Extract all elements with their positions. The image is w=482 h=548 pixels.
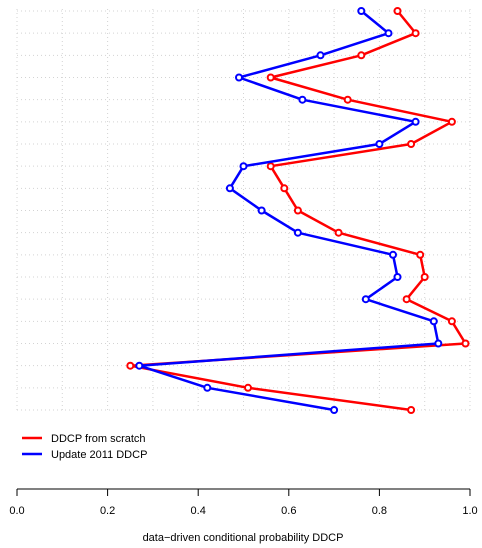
data-point-ddcp-from-scratch — [447, 117, 456, 126]
data-point-update-2011-ddcp — [393, 273, 402, 281]
data-point-update-2011-ddcp — [225, 184, 234, 193]
series-ddcp-from-scratch — [126, 7, 470, 414]
legend-label-update-2011-ddcp: Update 2011 DDCP — [51, 449, 147, 461]
x-tick-label: 0.0 — [9, 505, 24, 517]
data-point-update-2011-ddcp — [375, 140, 384, 148]
data-point-update-2011-ddcp — [293, 228, 302, 237]
data-point-update-2011-ddcp — [257, 206, 266, 215]
x-axis-ticks: 0.0 0.2 0.4 0.6 0.8 1.0 — [9, 489, 478, 517]
x-axis-title: data−driven conditional probability DDCP — [143, 532, 344, 544]
data-point-update-2011-ddcp — [235, 73, 243, 82]
data-point-ddcp-from-scratch — [343, 95, 352, 104]
data-point-update-2011-ddcp — [357, 7, 366, 15]
data-point-ddcp-from-scratch — [402, 295, 411, 304]
data-point-update-2011-ddcp — [316, 51, 325, 60]
data-point-update-2011-ddcp — [411, 117, 420, 126]
data-point-update-2011-ddcp — [135, 361, 144, 370]
data-point-ddcp-from-scratch — [407, 140, 416, 148]
data-point-update-2011-ddcp — [298, 95, 307, 104]
series-update-2011-ddcp — [135, 7, 443, 414]
data-point-ddcp-from-scratch — [266, 73, 275, 82]
data-point-ddcp-from-scratch — [416, 250, 425, 259]
data-point-ddcp-from-scratch — [411, 29, 420, 38]
x-tick-label: 0.4 — [191, 505, 206, 517]
data-point-update-2011-ddcp — [389, 250, 397, 259]
data-point-ddcp-from-scratch — [407, 406, 416, 414]
data-point-update-2011-ddcp — [429, 317, 438, 326]
x-tick-label: 0.6 — [281, 505, 296, 517]
grid-lines — [16, 9, 471, 411]
data-point-ddcp-from-scratch — [334, 228, 343, 237]
x-tick-label: 0.8 — [372, 505, 387, 517]
data-point-ddcp-from-scratch — [293, 206, 302, 215]
x-tick-label: 0.2 — [100, 505, 115, 517]
data-point-update-2011-ddcp — [434, 339, 443, 348]
series-group — [126, 7, 470, 414]
data-point-ddcp-from-scratch — [357, 51, 366, 60]
data-point-ddcp-from-scratch — [280, 184, 289, 193]
x-tick-label: 1.0 — [462, 505, 477, 517]
data-point-ddcp-from-scratch — [393, 7, 402, 15]
legend: DDCP from scratch Update 2011 DDCP — [22, 433, 147, 461]
data-point-update-2011-ddcp — [330, 406, 339, 414]
data-point-ddcp-from-scratch — [447, 317, 456, 326]
data-point-update-2011-ddcp — [203, 383, 212, 392]
data-point-ddcp-from-scratch — [266, 162, 275, 171]
data-point-ddcp-from-scratch — [126, 361, 135, 370]
data-point-ddcp-from-scratch — [420, 273, 429, 281]
data-point-update-2011-ddcp — [384, 29, 393, 38]
data-point-ddcp-from-scratch — [461, 339, 470, 348]
data-point-update-2011-ddcp — [239, 162, 248, 171]
data-point-ddcp-from-scratch — [244, 383, 252, 392]
data-point-update-2011-ddcp — [361, 295, 370, 304]
legend-label-ddcp-from-scratch: DDCP from scratch — [51, 433, 146, 445]
